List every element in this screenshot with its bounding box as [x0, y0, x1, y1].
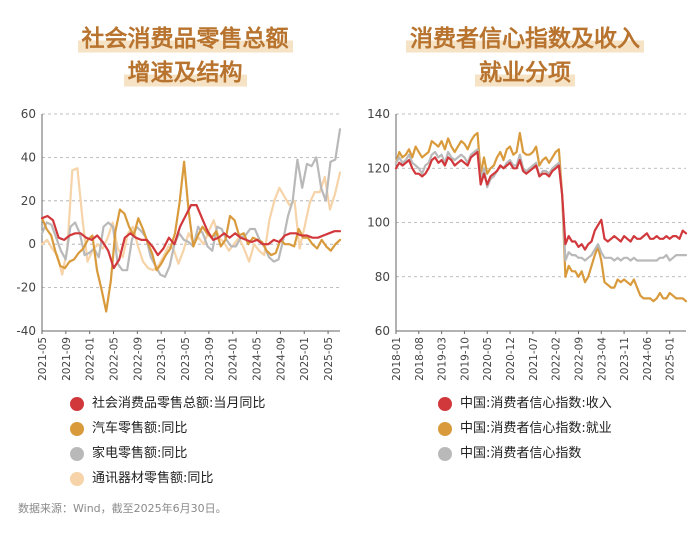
x-tick-label: 2024-06 — [642, 337, 654, 381]
x-tick-label: 2023-05 — [180, 337, 192, 381]
legend-label: 家电零售额:同比 — [92, 446, 188, 461]
chart-title-left-line1: 社会消费品零售总额 — [77, 22, 293, 56]
x-tick-label: 2025-05 — [323, 337, 335, 381]
legend-swatch — [438, 396, 452, 411]
chart-title-left: 社会消费品零售总额 增速及结构 — [30, 22, 340, 90]
legend-swatch — [70, 471, 84, 486]
series-line — [40, 128, 342, 278]
legend-swatch — [70, 446, 84, 461]
legend-swatch — [70, 421, 84, 436]
legend-left: 社会消费品零售总额:当月同比 汽车零售额:同比 家电零售额:同比 通讯器材零售额… — [70, 391, 265, 491]
series-line — [394, 148, 688, 262]
y-tick-label: 120 — [367, 161, 390, 175]
series-line — [394, 131, 688, 303]
chart-title-right-line1: 消费者信心指数及收入 — [406, 22, 644, 56]
x-tick-label: 2022-02 — [551, 337, 563, 381]
x-tick-label: 2019-10 — [459, 337, 471, 381]
x-tick-label: 2018-08 — [414, 337, 426, 381]
chart-title-right: 消费者信心指数及收入 就业分项 — [370, 22, 680, 90]
legend-label: 中国:消费者信心指数:就业 — [460, 421, 612, 436]
x-tick-label: 2025-01 — [299, 337, 311, 381]
series-line — [40, 204, 342, 270]
series-line — [40, 167, 342, 276]
x-tick-label: 2019-03 — [437, 337, 449, 381]
legend-label: 汽车零售额:同比 — [92, 421, 188, 436]
chart-title-right-line2: 就业分项 — [475, 56, 575, 90]
legend-item: 中国:消费者信心指数:就业 — [438, 416, 612, 441]
x-tick-label: 2021-05 — [37, 337, 49, 381]
source-note: 数据来源：Wind，截至2025年6月30日。 — [18, 502, 227, 515]
y-tick-label: 80 — [375, 270, 390, 284]
x-tick-label: 2025-01 — [665, 337, 677, 381]
y-tick-label: 100 — [367, 216, 390, 230]
x-tick-label: 2023-11 — [619, 337, 631, 381]
chart-title-left-line2: 增速及结构 — [123, 56, 247, 90]
legend-item: 社会消费品零售总额:当月同比 — [70, 391, 265, 416]
legend-label: 中国:消费者信心指数:收入 — [460, 396, 612, 411]
legend-right: 中国:消费者信心指数:收入 中国:消费者信心指数:就业 中国:消费者信心指数 — [438, 391, 612, 466]
series-line — [394, 150, 688, 251]
x-tick-label: 2024-01 — [228, 337, 240, 381]
x-tick-label: 2022-09 — [573, 337, 585, 381]
legend-item: 汽车零售额:同比 — [70, 416, 265, 441]
x-tick-label: 2022-05 — [109, 337, 121, 381]
x-tick-label: 2023-01 — [156, 337, 168, 381]
legend-swatch — [438, 446, 452, 461]
x-tick-label: 2020-12 — [505, 337, 517, 381]
legend-item: 中国:消费者信心指数 — [438, 441, 612, 466]
x-tick-label: 2021-07 — [528, 337, 540, 381]
legend-label: 通讯器材零售额:同比 — [92, 471, 214, 486]
x-tick-label: 2022-01 — [85, 337, 97, 381]
y-tick-label: 60 — [375, 324, 390, 338]
y-tick-label: 20 — [21, 194, 36, 208]
legend-item: 通讯器材零售额:同比 — [70, 466, 265, 491]
x-tick-label: 2023-04 — [596, 337, 608, 381]
x-tick-label: 2023-09 — [204, 337, 216, 381]
plot-left: -40 -20 0 20 40 60 2021-05 2021-09 2022-01 2022-0… — [16, 107, 342, 381]
y-tick-label: 0 — [28, 237, 36, 251]
y-tick-label: 140 — [367, 107, 390, 121]
legend-label: 社会消费品零售总额:当月同比 — [92, 396, 266, 411]
x-tick-label: 2024-05 — [252, 337, 264, 381]
legend-item: 家电零售额:同比 — [70, 441, 265, 466]
y-tick-label: -40 — [16, 324, 36, 338]
plot-right: 60 80 100 120 140 2018-01 2018-08 2019-03 2019-1… — [367, 107, 688, 381]
y-tick-label: -20 — [16, 281, 36, 295]
legend-swatch — [70, 396, 84, 411]
y-tick-label: 40 — [21, 150, 36, 164]
y-tick-label: 60 — [21, 107, 36, 121]
x-tick-label: 2022-09 — [132, 337, 144, 381]
x-tick-label: 2021-09 — [61, 337, 73, 381]
legend-label: 中国:消费者信心指数 — [460, 446, 582, 461]
x-tick-label: 2020-05 — [482, 337, 494, 381]
series-line — [40, 160, 342, 313]
legend-item: 中国:消费者信心指数:收入 — [438, 391, 612, 416]
x-tick-label: 2018-01 — [391, 337, 403, 381]
x-tick-label: 2024-09 — [275, 337, 287, 381]
legend-swatch — [438, 421, 452, 436]
